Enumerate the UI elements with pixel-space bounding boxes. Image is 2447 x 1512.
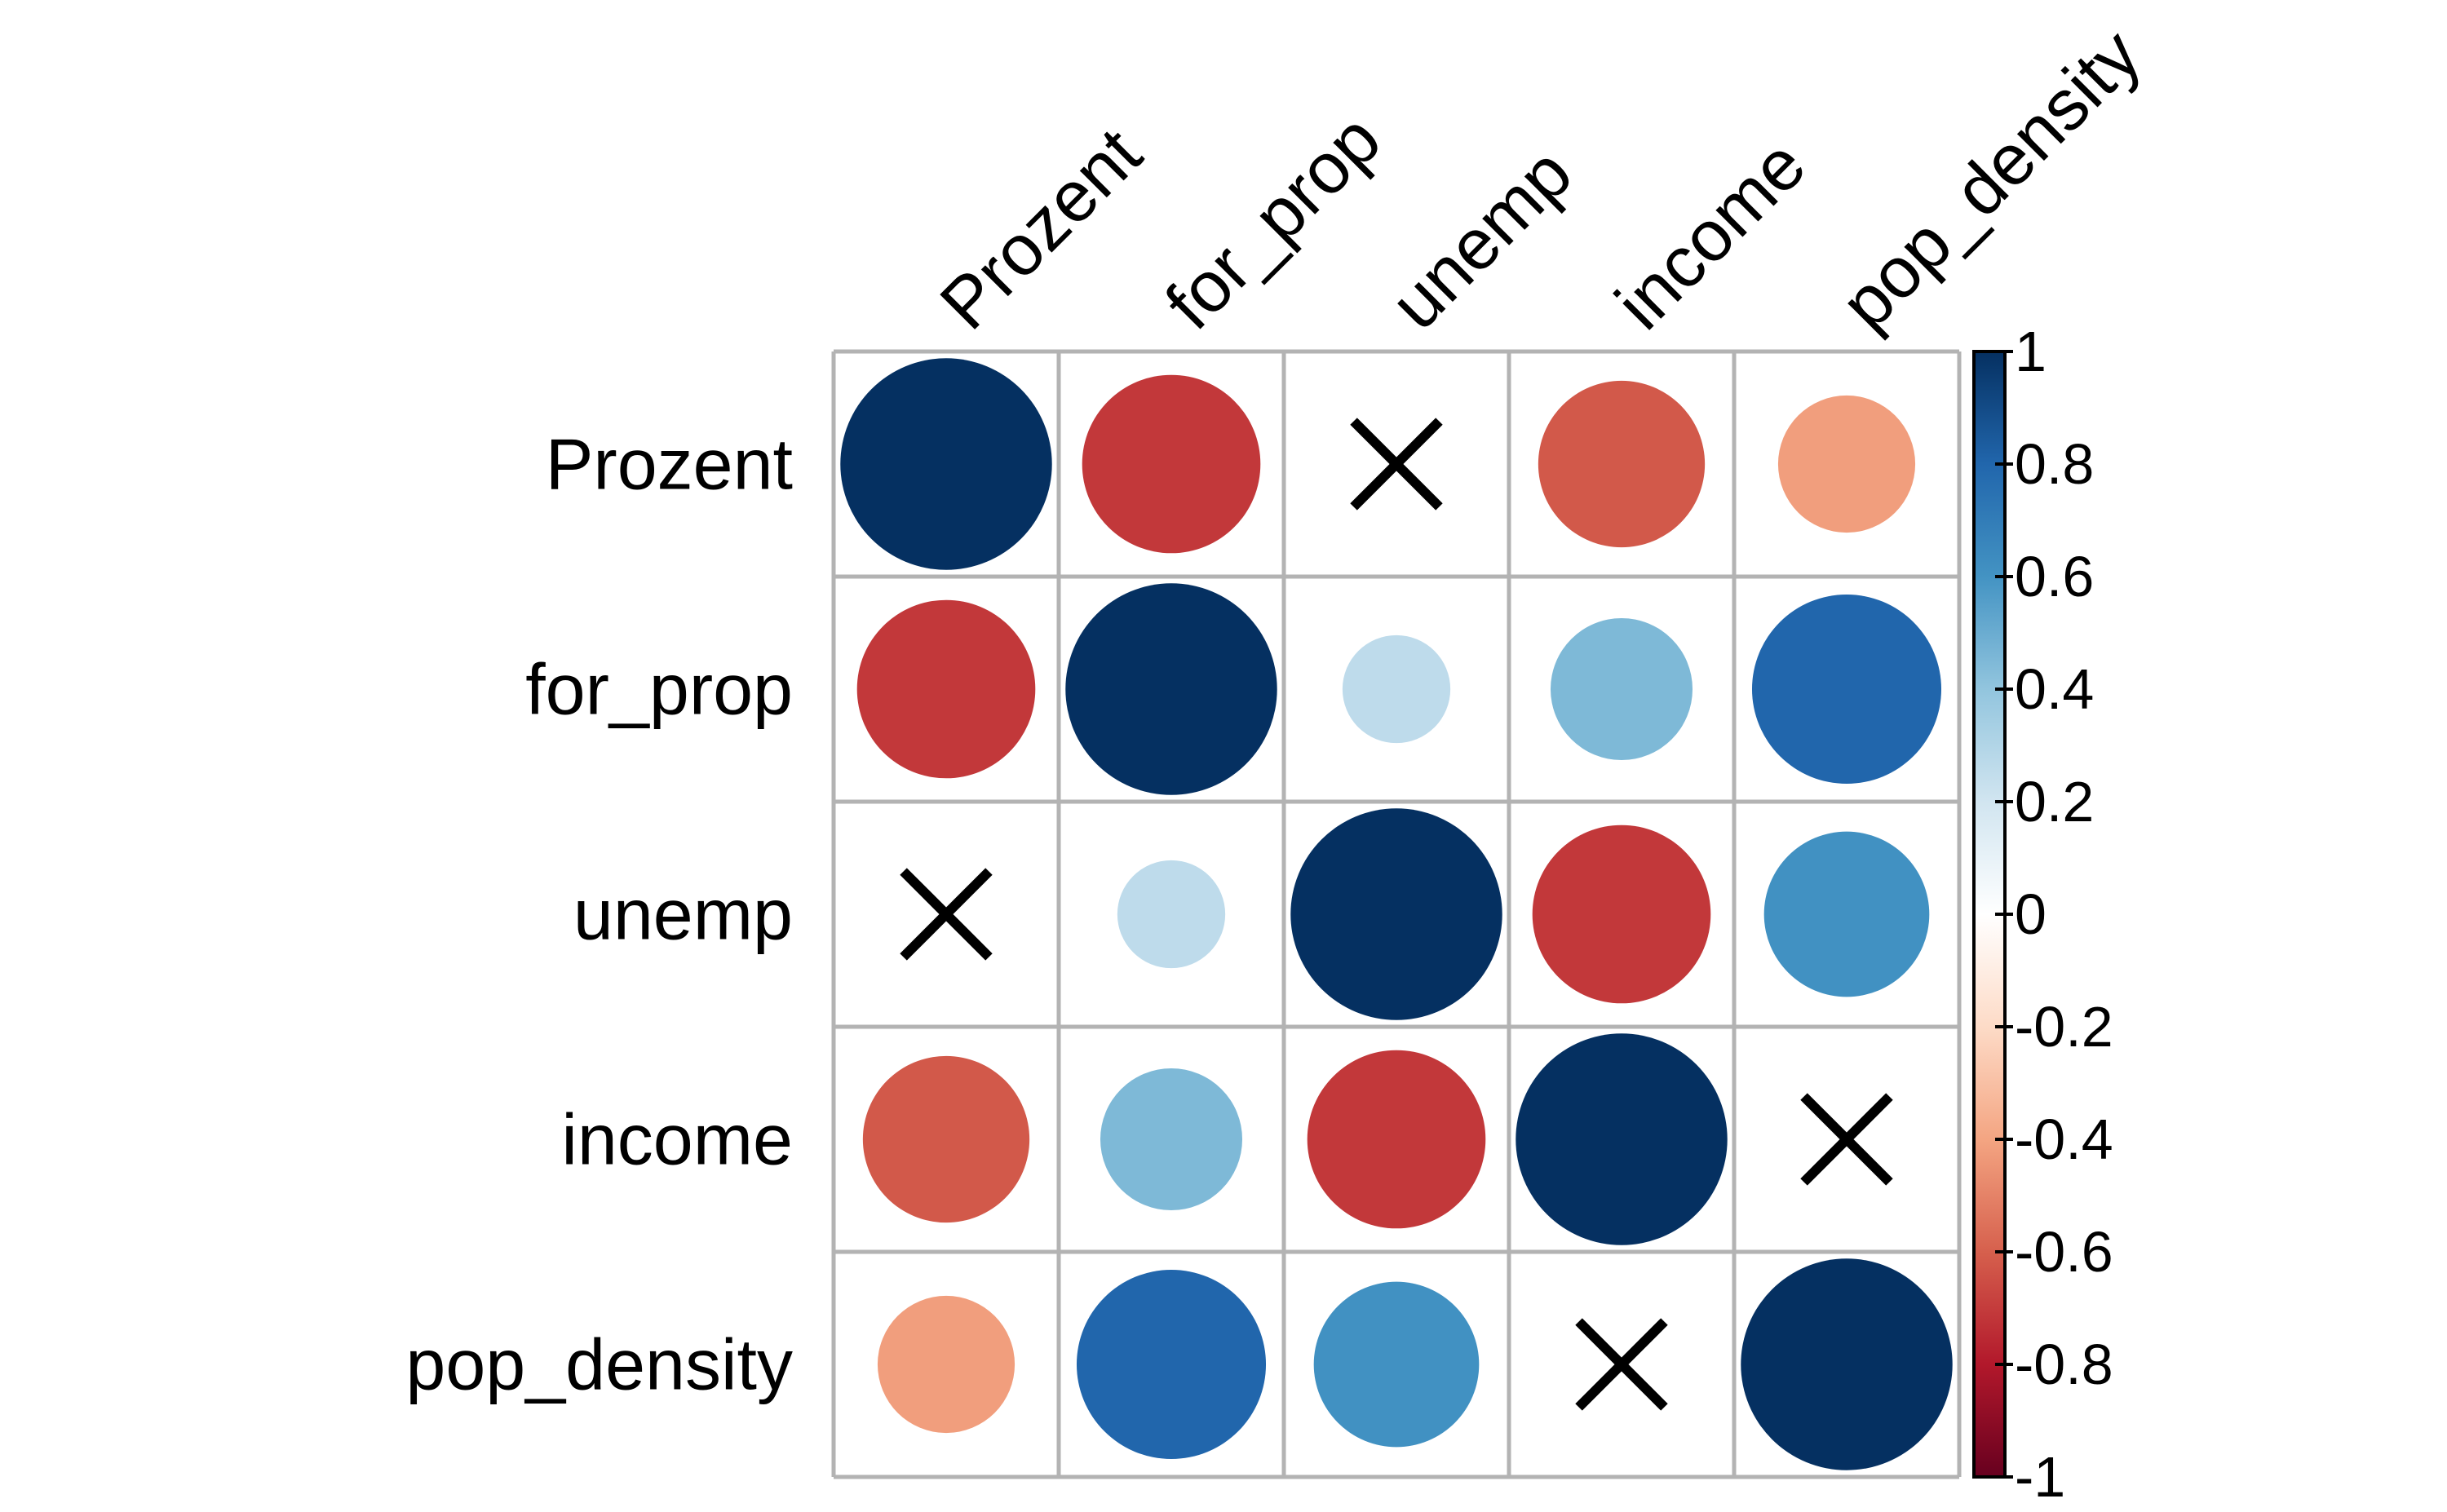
row-label-Prozent: Prozent <box>546 424 793 505</box>
row-label-pop_density: pop_density <box>405 1324 793 1405</box>
column-label-unemp: unemp <box>1374 132 1586 344</box>
cross-mark-Prozent-unemp <box>1350 418 1443 511</box>
circle-unemp-unemp <box>1290 808 1502 1020</box>
column-label-income: income <box>1600 124 1821 345</box>
colorbar-tick-label: 0.8 <box>2015 432 2094 496</box>
circle-pop_density-unemp <box>1313 1281 1480 1448</box>
circle-Prozent-pop_density <box>1777 395 1916 533</box>
circle-pop_density-Prozent <box>877 1295 1016 1434</box>
column-label-pop_density: pop_density <box>1825 14 2156 345</box>
colorbar-tick-label: -0.2 <box>2015 995 2113 1059</box>
colorbar: 1 0.8 0.6 0.4 0.2 0 -0.2 -0.4 -0.6 -0.8 -1 <box>1972 320 2113 1509</box>
colorbar-tick-label: -1 <box>2015 1445 2065 1509</box>
circle-pop_density-pop_density <box>1741 1258 1953 1470</box>
column-label-Prozent: Prozent <box>924 113 1156 344</box>
circle-for_prop-Prozent <box>856 599 1036 779</box>
colorbar-tick-label: 0.2 <box>2015 770 2094 833</box>
circle-income-Prozent <box>862 1055 1030 1223</box>
circle-for_prop-unemp <box>1342 634 1451 744</box>
colorbar-tick-label: 1 <box>2015 320 2047 383</box>
circle-Prozent-income <box>1538 380 1706 548</box>
circle-unemp-for_prop <box>1117 860 1226 969</box>
cross-mark-pop_density-income <box>1575 1318 1668 1411</box>
colorbar-tick-label: -0.8 <box>2015 1333 2113 1396</box>
cross-mark-unemp-Prozent <box>900 868 993 961</box>
circle-Prozent-Prozent <box>840 358 1052 570</box>
row-label-for_prop: for_prop <box>525 649 793 730</box>
row-label-unemp: unemp <box>573 874 793 955</box>
circle-unemp-income <box>1532 825 1711 1004</box>
row-label-income: income <box>561 1099 793 1180</box>
colorbar-tick-label: 0.4 <box>2015 657 2094 721</box>
circle-for_prop-pop_density <box>1751 594 1942 785</box>
colorbar-tick-label: -0.6 <box>2015 1220 2113 1284</box>
matrix-grid <box>831 349 1962 1479</box>
circle-income-income <box>1516 1033 1728 1245</box>
circle-pop_density-for_prop <box>1076 1269 1267 1460</box>
correlation-marks <box>840 358 1953 1470</box>
colorbar-ticks: 1 0.8 0.6 0.4 0.2 0 -0.2 -0.4 -0.6 -0.8 -1 <box>1995 320 2113 1509</box>
circle-income-unemp <box>1307 1050 1486 1229</box>
circle-income-for_prop <box>1100 1068 1243 1211</box>
circle-for_prop-for_prop <box>1065 583 1277 795</box>
colorbar-tick-label: 0 <box>2015 882 2047 946</box>
circle-for_prop-income <box>1550 617 1693 761</box>
column-label-for_prop: for_prop <box>1149 99 1396 345</box>
cross-mark-income-pop_density <box>1800 1093 1893 1186</box>
circle-unemp-pop_density <box>1763 831 1930 997</box>
colorbar-tick-label: -0.4 <box>2015 1107 2113 1171</box>
colorbar-tick-label: 0.6 <box>2015 545 2094 608</box>
circle-Prozent-for_prop <box>1082 374 1261 554</box>
